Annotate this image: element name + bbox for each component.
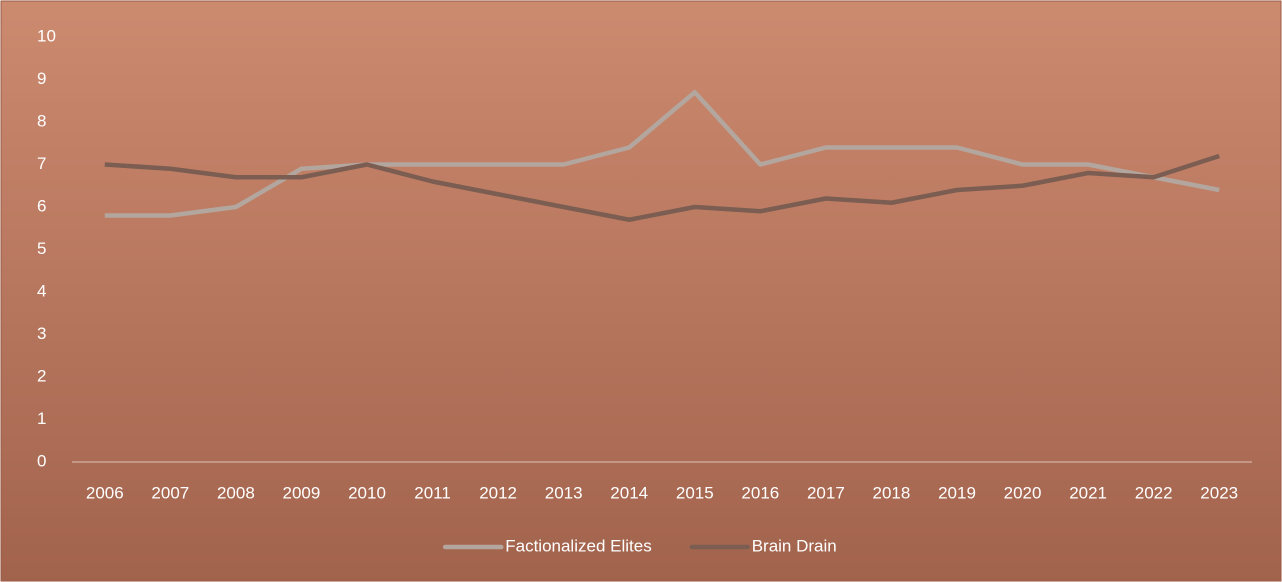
- y-tick-label: 2: [37, 366, 46, 385]
- legend-label: Factionalized Elites: [505, 536, 651, 555]
- x-tick-label: 2016: [741, 483, 779, 502]
- y-tick-label: 6: [37, 196, 46, 215]
- x-tick-label: 2010: [348, 483, 386, 502]
- x-tick-label: 2019: [938, 483, 976, 502]
- data-line: [104, 153, 1220, 222]
- legend-label: Brain Drain: [752, 536, 837, 555]
- x-tick-label: 2021: [1069, 483, 1107, 502]
- x-tick-label: 2011: [414, 483, 451, 502]
- x-tick-label: 2009: [283, 483, 321, 502]
- x-tick-label: 2022: [1135, 483, 1173, 502]
- x-tick-label: 2018: [873, 483, 911, 502]
- y-tick-label: 10: [37, 26, 56, 45]
- x-tick-label: 2007: [151, 483, 189, 502]
- y-tick-label: 5: [37, 239, 46, 258]
- x-tick-label: 2020: [1004, 483, 1042, 502]
- x-tick-label: 2015: [676, 483, 714, 502]
- y-tick-label: 8: [37, 111, 46, 130]
- x-tick-label: 2014: [610, 483, 648, 502]
- x-tick-label: 2006: [86, 483, 124, 502]
- x-tick-label: 2013: [545, 483, 583, 502]
- y-tick-label: 3: [37, 324, 46, 343]
- y-tick-label: 1: [37, 409, 46, 428]
- y-tick-label: 9: [37, 69, 46, 88]
- y-tick-label: 7: [37, 154, 46, 173]
- x-tick-label: 2008: [217, 483, 255, 502]
- x-tick-label: 2012: [479, 483, 517, 502]
- x-tick-label: 2017: [807, 483, 845, 502]
- y-tick-label: 4: [37, 281, 46, 300]
- y-tick-label: 0: [37, 451, 46, 470]
- x-tick-label: 2023: [1200, 483, 1238, 502]
